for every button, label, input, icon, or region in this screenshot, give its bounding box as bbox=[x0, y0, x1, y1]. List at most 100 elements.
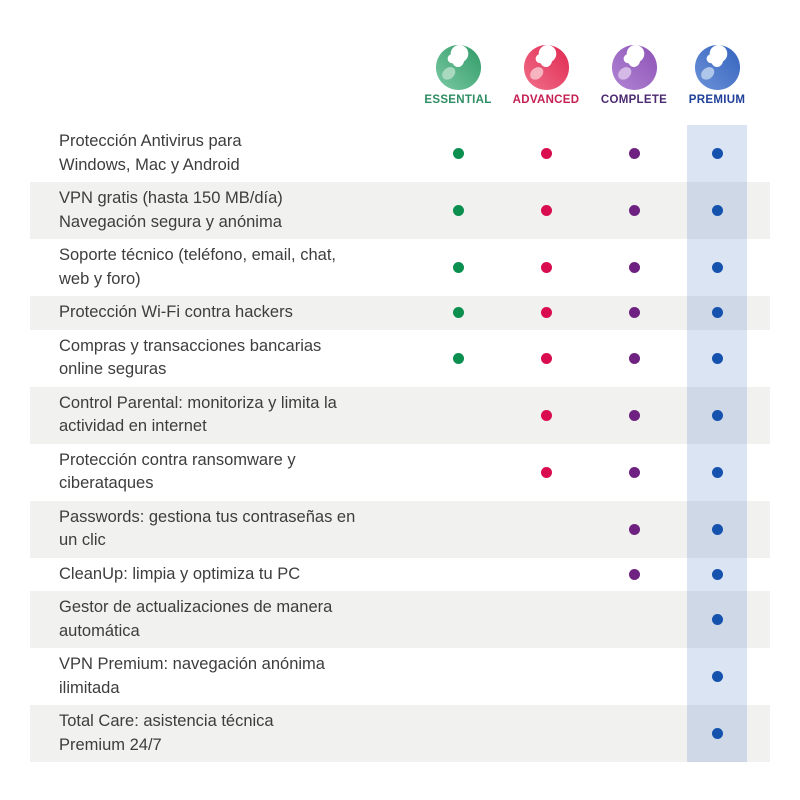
comparison-table: ESSENTIAL ADVANCED bbox=[30, 0, 770, 762]
availability-cell-essential bbox=[414, 148, 502, 159]
availability-cells bbox=[414, 648, 770, 705]
panda-logo-icon bbox=[694, 44, 740, 91]
included-dot-essential bbox=[452, 148, 464, 159]
table-row: Passwords: gestiona tus contraseñas en u… bbox=[30, 500, 770, 558]
included-dot-complete bbox=[628, 352, 640, 364]
feature-label: Protección contra ransomware y ciberataq… bbox=[59, 450, 296, 493]
availability-cells bbox=[414, 125, 770, 182]
availability-cell-premium bbox=[678, 568, 756, 580]
included-dot-premium bbox=[711, 409, 723, 421]
products-header: ESSENTIAL ADVANCED bbox=[30, 0, 770, 106]
availability-cell-essential bbox=[414, 307, 502, 319]
feature-label: Protección Wi-Fi contra hackers bbox=[59, 303, 293, 321]
included-dot-advanced bbox=[540, 205, 552, 216]
availability-cells bbox=[414, 330, 770, 387]
availability-cell-premium bbox=[678, 352, 756, 364]
included-dot-premium bbox=[711, 205, 723, 216]
included-dot-complete bbox=[628, 409, 640, 421]
included-dot-premium bbox=[711, 307, 723, 319]
included-dot-complete bbox=[628, 148, 640, 159]
included-dot-advanced bbox=[540, 262, 552, 273]
product-tier-label: ESSENTIAL bbox=[424, 94, 492, 106]
included-dot-advanced bbox=[540, 409, 552, 421]
feature-label: Control Parental: monitoriza y limita la… bbox=[59, 393, 337, 436]
table-row: VPN gratis (hasta 150 MB/día) Navegación… bbox=[30, 182, 770, 239]
table-row: Compras y transacciones bancarias online… bbox=[30, 330, 770, 387]
included-dot-premium bbox=[711, 523, 723, 535]
included-dot-premium bbox=[711, 352, 723, 364]
premium-highlight-band bbox=[687, 125, 747, 762]
availability-cells bbox=[414, 239, 770, 296]
product-column-essential: ESSENTIAL bbox=[414, 44, 502, 106]
product-column-premium: PREMIUM bbox=[678, 44, 756, 106]
availability-cell-premium bbox=[678, 409, 756, 421]
feature-label: VPN gratis (hasta 150 MB/día) Navegación… bbox=[59, 189, 283, 231]
availability-cell-essential bbox=[414, 262, 502, 273]
included-dot-premium bbox=[711, 262, 723, 273]
table-row: Control Parental: monitoriza y limita la… bbox=[30, 386, 770, 444]
availability-cell-complete bbox=[590, 148, 678, 159]
availability-cell-complete bbox=[590, 568, 678, 580]
availability-cell-premium bbox=[678, 614, 756, 625]
included-dot-advanced bbox=[540, 148, 552, 159]
table-row: VPN Premium: navegación anónima ilimitad… bbox=[30, 648, 770, 705]
feature-label: Compras y transacciones bancarias online… bbox=[59, 336, 322, 379]
panda-logo-icon bbox=[435, 44, 481, 91]
panda-logo-icon bbox=[523, 44, 569, 91]
panda-logo-icon bbox=[611, 44, 657, 91]
table-row: CleanUp: limpia y optimiza tu PC bbox=[30, 558, 770, 592]
included-dot-advanced bbox=[540, 307, 552, 319]
availability-cell-essential bbox=[414, 352, 502, 364]
product-tier-label: PREMIUM bbox=[688, 94, 746, 106]
availability-cell-complete bbox=[590, 262, 678, 273]
table-row: Soporte técnico (teléfono, email, chat, … bbox=[30, 239, 770, 296]
feature-label: Gestor de actualizaciones de manera auto… bbox=[59, 598, 333, 640]
availability-cell-complete bbox=[590, 409, 678, 421]
included-dot-premium bbox=[711, 568, 723, 580]
availability-cell-advanced bbox=[502, 262, 590, 273]
availability-cell-advanced bbox=[502, 352, 590, 364]
included-dot-premium bbox=[711, 728, 723, 739]
availability-cell-complete bbox=[590, 466, 678, 478]
feature-label: VPN Premium: navegación anónima ilimitad… bbox=[59, 655, 325, 697]
availability-cells bbox=[414, 501, 770, 558]
availability-cells bbox=[414, 444, 770, 501]
table-row: Total Care: asistencia técnica Premium 2… bbox=[30, 705, 770, 762]
included-dot-premium bbox=[711, 671, 723, 682]
availability-cells bbox=[414, 591, 770, 648]
availability-cell-advanced bbox=[502, 409, 590, 421]
included-dot-premium bbox=[711, 466, 723, 478]
product-tier-label: ADVANCED bbox=[512, 94, 580, 106]
availability-cell-premium bbox=[678, 466, 756, 478]
included-dot-complete bbox=[628, 205, 640, 216]
availability-cell-complete bbox=[590, 523, 678, 535]
included-dot-complete bbox=[628, 262, 640, 273]
table-row: Gestor de actualizaciones de manera auto… bbox=[30, 591, 770, 648]
availability-cells bbox=[414, 705, 770, 762]
availability-cell-complete bbox=[590, 205, 678, 216]
availability-cells bbox=[414, 296, 770, 330]
product-column-advanced: ADVANCED bbox=[502, 44, 590, 106]
availability-cell-complete bbox=[590, 352, 678, 364]
included-dot-complete bbox=[628, 568, 640, 580]
product-column-complete: COMPLETE bbox=[590, 44, 678, 106]
availability-cell-premium bbox=[678, 148, 756, 159]
feature-label: Soporte técnico (teléfono, email, chat, … bbox=[59, 246, 336, 288]
product-tier-label: COMPLETE bbox=[600, 94, 668, 106]
availability-cell-advanced bbox=[502, 307, 590, 319]
availability-cell-premium bbox=[678, 523, 756, 535]
availability-cell-premium bbox=[678, 205, 756, 216]
included-dot-essential bbox=[452, 262, 464, 273]
feature-label: CleanUp: limpia y optimiza tu PC bbox=[59, 564, 301, 583]
availability-cell-advanced bbox=[502, 148, 590, 159]
availability-cell-essential bbox=[414, 205, 502, 216]
included-dot-essential bbox=[452, 307, 464, 319]
availability-cell-complete bbox=[590, 307, 678, 319]
availability-cells bbox=[414, 558, 770, 592]
availability-cell-premium bbox=[678, 262, 756, 273]
included-dot-complete bbox=[628, 466, 640, 478]
availability-cell-advanced bbox=[502, 205, 590, 216]
availability-cells bbox=[414, 182, 770, 239]
feature-label: Passwords: gestiona tus contraseñas en u… bbox=[59, 507, 356, 550]
included-dot-premium bbox=[711, 614, 723, 625]
